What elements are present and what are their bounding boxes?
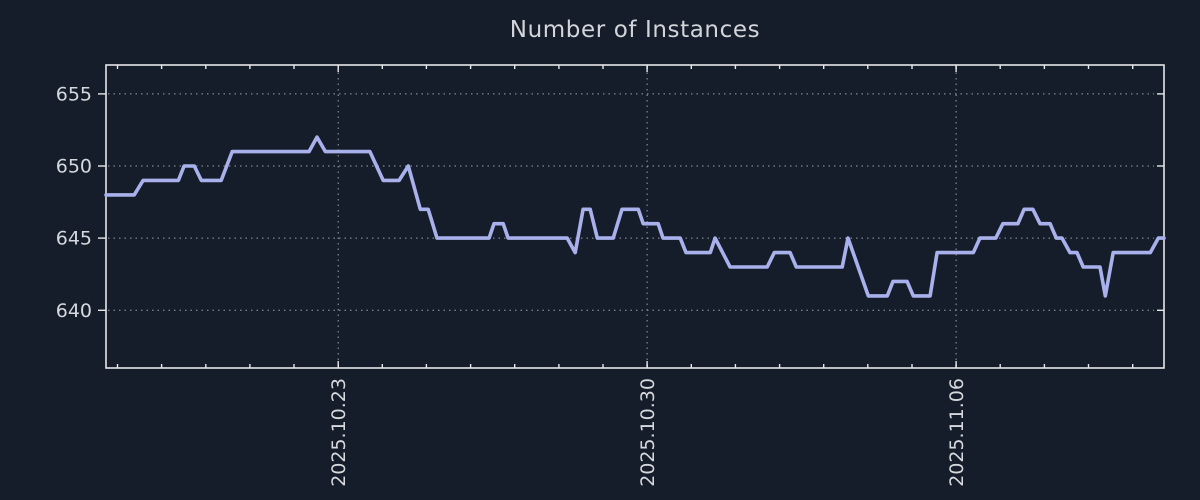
y-tick-label: 640	[56, 300, 92, 322]
y-tick-label: 645	[56, 228, 92, 250]
y-tick-label: 650	[56, 156, 92, 178]
x-tick-label: 2025.11.06	[946, 378, 968, 487]
chart-line	[104, 135, 1166, 298]
plot-border	[105, 64, 1165, 369]
x-tick-label: 2025.10.30	[637, 378, 659, 487]
x-tick-label: 2025.10.23	[328, 378, 350, 487]
y-tick-label: 655	[56, 83, 92, 105]
chart-title: Number of Instances	[509, 17, 761, 43]
